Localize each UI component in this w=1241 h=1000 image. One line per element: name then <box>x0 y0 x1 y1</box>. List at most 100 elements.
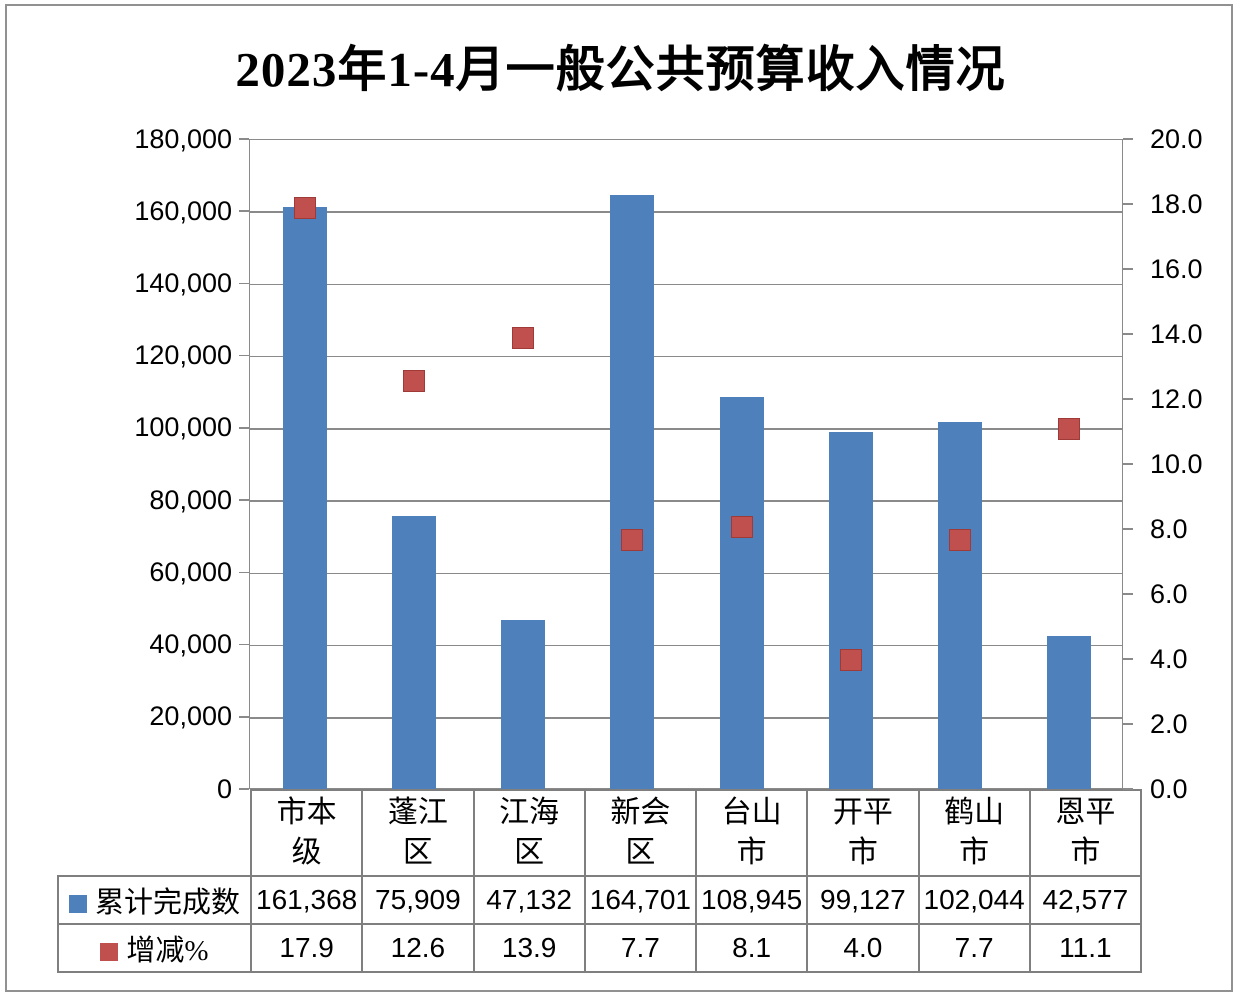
category-label-市本级: 市本 级 <box>249 789 364 877</box>
left-axis-tick <box>239 138 249 140</box>
right-axis-tick <box>1123 788 1133 790</box>
marker-鹤山市 <box>949 528 972 551</box>
right-axis-tick <box>1123 658 1133 660</box>
table-value-新会区-pct: 7.7 <box>583 923 698 973</box>
left-axis-tick <box>239 210 249 212</box>
category-label-鹤山市: 鹤山 市 <box>917 789 1031 877</box>
right-axis-tick <box>1123 203 1133 205</box>
marker-台山市 <box>730 515 753 538</box>
marker-蓬江区 <box>402 369 425 392</box>
category-label-新会区: 新会 区 <box>583 789 698 877</box>
right-axis-tick <box>1123 528 1133 530</box>
gridline <box>250 355 1122 358</box>
right-axis-tick-label: 8.0 <box>1150 513 1188 544</box>
left-axis-tick-label: 160,000 <box>134 195 232 226</box>
gridline <box>250 500 1122 502</box>
table-value-江海区-total: 47,132 <box>472 875 586 925</box>
right-axis-tick-label: 18.0 <box>1150 188 1203 219</box>
bar-开平市 <box>828 432 873 790</box>
bar-鹤山市 <box>938 421 983 790</box>
left-axis-tick-label: 60,000 <box>149 556 232 587</box>
left-axis-tick <box>239 427 249 429</box>
left-axis-tick-label: 0 <box>216 773 232 804</box>
right-axis-tick-label: 20.0 <box>1150 123 1203 154</box>
right-axis-tick-label: 12.0 <box>1150 383 1203 414</box>
table-value-恩平市-total: 42,577 <box>1028 875 1143 925</box>
left-axis-tick-label: 180,000 <box>134 123 232 154</box>
marker-江海区 <box>512 327 535 350</box>
left-axis-tick <box>239 499 249 501</box>
table-row: 增减% 17.9 12.6 13.9 7.7 8.1 4.0 7.7 11.1 <box>57 923 1143 973</box>
marker-开平市 <box>839 649 862 671</box>
left-axis-tick <box>239 282 249 285</box>
marker-市本级 <box>293 197 316 220</box>
table-value-鹤山市-pct: 7.7 <box>917 923 1031 973</box>
left-axis-tick-label: 120,000 <box>134 340 232 371</box>
right-axis-tick-label: 14.0 <box>1150 318 1203 349</box>
right-axis-tick <box>1123 593 1133 595</box>
right-axis-tick-label: 4.0 <box>1150 643 1188 674</box>
left-axis-tick <box>239 788 249 790</box>
bar-市本级 <box>282 207 327 790</box>
left-axis-tick-label: 140,000 <box>134 267 232 298</box>
bar-台山市 <box>719 396 764 790</box>
left-axis-tick-label: 20,000 <box>149 701 232 732</box>
left-axis-tick-label: 80,000 <box>149 484 232 515</box>
right-axis-tick-label: 6.0 <box>1150 578 1188 609</box>
left-axis-tick-label: 40,000 <box>149 629 232 660</box>
bar-蓬江区 <box>391 515 436 790</box>
legend-label-text: 累计完成数 <box>94 887 240 919</box>
table-value-开平市-pct: 4.0 <box>806 923 920 973</box>
right-axis-tick-label: 0.0 <box>1150 773 1188 804</box>
legend-key-blue-icon <box>68 895 87 913</box>
category-label-蓬江区: 蓬江 区 <box>361 789 475 877</box>
table-value-恩平市-pct: 11.1 <box>1028 923 1143 973</box>
right-axis-tick <box>1123 138 1133 140</box>
table-value-台山市-pct: 8.1 <box>694 923 809 973</box>
table-value-新会区-total: 164,701 <box>583 875 698 925</box>
bar-江海区 <box>501 619 546 790</box>
table-value-江海区-pct: 13.9 <box>472 923 586 973</box>
category-label-江海区: 江海 区 <box>472 789 586 877</box>
table-value-蓬江区-pct: 12.6 <box>361 923 475 973</box>
table-value-蓬江区-total: 75,909 <box>361 875 475 925</box>
category-label-台山市: 台山 市 <box>694 789 809 877</box>
table-value-台山市-total: 108,945 <box>694 875 809 925</box>
table-value-市本级-total: 161,368 <box>249 875 364 925</box>
gridline <box>250 211 1122 213</box>
left-axis-tick-label: 100,000 <box>134 412 232 443</box>
bar-恩平市 <box>1047 636 1092 790</box>
plot-area <box>249 139 1123 790</box>
marker-恩平市 <box>1058 418 1081 441</box>
data-table: 市本 级蓬江 区江海 区新会 区台山 市开平 市鹤山 市恩平 市累计完成数 161… <box>57 789 1143 973</box>
legend-key-red-icon <box>100 943 119 961</box>
chart-title: 2023年1-4月一般公共预算收入情况 <box>235 42 1006 97</box>
gridline <box>250 572 1122 575</box>
gridline <box>250 717 1122 719</box>
left-axis-tick <box>239 643 249 646</box>
left-axis-tick <box>239 716 249 718</box>
legend-label-text: 增减% <box>126 935 209 967</box>
legend-label-bars: 累计完成数 <box>57 875 252 925</box>
right-axis-tick-label: 10.0 <box>1150 448 1203 479</box>
right-axis-tick <box>1123 723 1133 725</box>
table-value-鹤山市-total: 102,044 <box>917 875 1031 925</box>
table-value-市本级-pct: 17.9 <box>249 923 364 973</box>
right-axis-tick-label: 2.0 <box>1150 708 1188 739</box>
table-row: 累计完成数 161,368 75,909 47,132 164,701 108,945 99… <box>57 875 1143 925</box>
legend-label-markers: 增减% <box>57 923 252 973</box>
gridline <box>250 283 1122 286</box>
table-header-row: 市本 级蓬江 区江海 区新会 区台山 市开平 市鹤山 市恩平 市 <box>58 789 1143 877</box>
table-value-开平市-total: 99,127 <box>806 875 920 925</box>
right-axis-tick <box>1123 268 1133 270</box>
category-label-开平市: 开平 市 <box>806 789 920 877</box>
right-axis-tick <box>1123 463 1133 465</box>
category-label-恩平市: 恩平 市 <box>1028 789 1143 877</box>
right-axis-tick <box>1123 398 1133 400</box>
left-axis-tick <box>239 354 249 357</box>
gridline <box>250 428 1122 430</box>
right-axis-tick <box>1123 333 1133 335</box>
bar-新会区 <box>610 195 655 790</box>
marker-新会区 <box>621 528 644 551</box>
